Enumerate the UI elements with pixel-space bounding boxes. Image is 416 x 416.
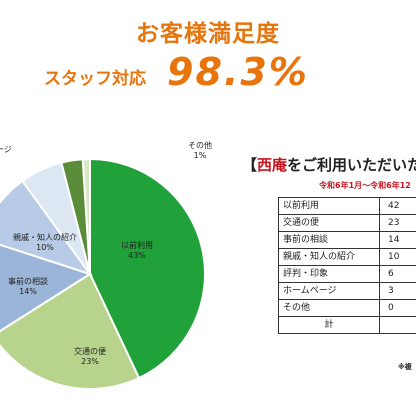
- table-row: 親戚・知人の紹介 10: [278, 248, 416, 266]
- table-title-brand: 西庵: [257, 156, 288, 174]
- row-value: 42: [379, 197, 416, 215]
- row-label: 以前利用: [278, 197, 380, 215]
- pie-slice: [0, 243, 93, 333]
- pie-slice-value: 1%: [194, 151, 207, 160]
- table-total-row: 計: [278, 316, 416, 334]
- row-label: 交通の便: [278, 214, 380, 232]
- row-label: その他: [278, 299, 380, 317]
- pie-slice-label: 以前利用: [121, 240, 153, 250]
- total-value: [379, 316, 416, 334]
- table-period: 令和6年1月～令和6年12: [319, 181, 411, 190]
- row-value: 14: [379, 231, 416, 249]
- pie-slice: [0, 179, 93, 276]
- table-note: ※複: [398, 363, 412, 371]
- row-value: 0: [379, 299, 416, 317]
- staff-satisfaction-value: 98.3%: [167, 50, 309, 94]
- row-label: 親戚・知人の紹介: [278, 248, 380, 266]
- pie-slice-value: 10%: [36, 243, 54, 252]
- pie-slice-value: 14%: [19, 287, 37, 296]
- table-row: 評判・印象 6: [278, 265, 416, 283]
- staff-satisfaction-label: スタッフ対応: [44, 69, 146, 89]
- pie-slice-label: ホームページ: [0, 145, 12, 154]
- pie-slice: [89, 157, 206, 380]
- pie-slice: [0, 272, 141, 390]
- reason-table: 以前利用 42 交通の便 23 事前の相談 14 親戚・知人の紹介 10 評判・印象 6 …: [278, 197, 416, 334]
- table-row: 事前の相談 14: [278, 231, 416, 249]
- table-row: ホームページ 3: [278, 282, 416, 300]
- pie-slice-label: その他: [188, 140, 212, 150]
- pie-slice-label: 親戚・知人の紹介: [13, 232, 77, 242]
- pie-slice-value: 43%: [128, 251, 146, 260]
- pie-slice: [81, 157, 91, 275]
- table-row: 交通の便 23: [278, 214, 416, 232]
- pie-slice-label: 交通の便: [74, 346, 106, 356]
- table-row: 以前利用 42: [278, 197, 416, 215]
- table-title: 【西庵をご利用いただいた: [242, 154, 416, 175]
- row-value: 6: [379, 265, 416, 283]
- row-value: 10: [379, 248, 416, 266]
- total-label: 計: [278, 316, 380, 334]
- pie-slice-value: 23%: [81, 357, 99, 366]
- table-row: その他 0: [278, 299, 416, 317]
- row-label: 評判・印象: [278, 265, 380, 283]
- row-value: 3: [379, 282, 416, 300]
- row-label: 事前の相談: [278, 231, 380, 249]
- row-value: 23: [379, 214, 416, 232]
- pie-slice-label: 事前の相談: [8, 276, 48, 286]
- page-title: お客様満足度: [136, 21, 280, 47]
- table-title-bracket: 【: [242, 156, 258, 174]
- row-label: ホームページ: [278, 282, 380, 300]
- table-title-text: をご利用いただいた: [287, 156, 416, 174]
